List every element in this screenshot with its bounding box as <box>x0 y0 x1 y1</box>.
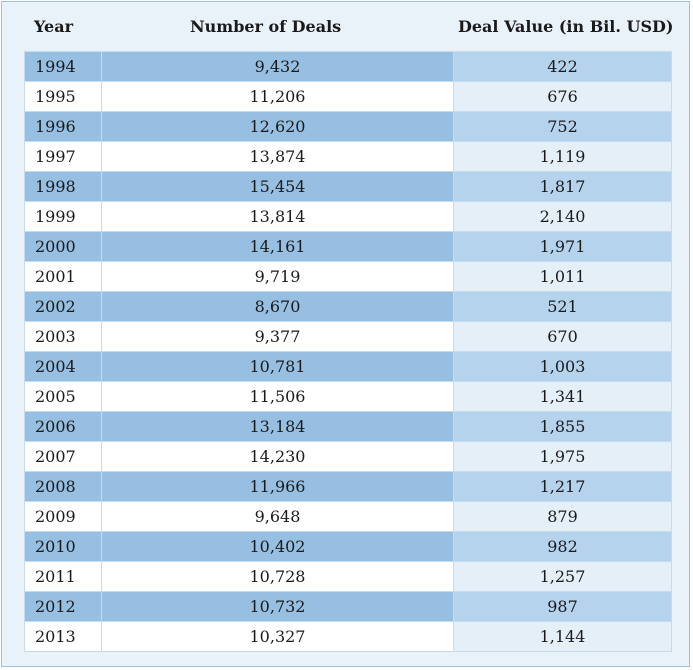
table-row: 2005 11,506 1,341 <box>24 381 672 412</box>
table-row: 2006 13,184 1,855 <box>24 411 672 442</box>
cell-deal-value: 1,217 <box>453 471 672 502</box>
cell-deal-value: 752 <box>453 111 672 142</box>
cell-year: 1997 <box>24 141 102 172</box>
cell-deal-value: 1,975 <box>453 441 672 472</box>
cell-year: 2004 <box>24 351 102 382</box>
cell-number-of-deals: 10,327 <box>101 621 454 652</box>
cell-deal-value: 1,971 <box>453 231 672 262</box>
cell-deal-value: 982 <box>453 531 672 562</box>
cell-year: 2000 <box>24 231 102 262</box>
table-row: 2002 8,670 521 <box>24 291 672 322</box>
cell-deal-value: 1,003 <box>453 351 672 382</box>
cell-deal-value: 1,011 <box>453 261 672 292</box>
cell-number-of-deals: 10,728 <box>101 561 454 592</box>
cell-number-of-deals: 11,206 <box>101 81 454 112</box>
header-number-of-deals: Number of Deals <box>190 17 342 36</box>
cell-year: 2010 <box>24 531 102 562</box>
cell-number-of-deals: 11,966 <box>101 471 454 502</box>
cell-deal-value: 1,817 <box>453 171 672 202</box>
cell-deal-value: 1,855 <box>453 411 672 442</box>
cell-year: 2013 <box>24 621 102 652</box>
table-row: 2008 11,966 1,217 <box>24 471 672 502</box>
cell-year: 1998 <box>24 171 102 202</box>
table-row: 1997 13,874 1,119 <box>24 141 672 172</box>
table-row: 1996 12,620 752 <box>24 111 672 142</box>
cell-number-of-deals: 9,377 <box>101 321 454 352</box>
cell-deal-value: 879 <box>453 501 672 532</box>
table-row: 2007 14,230 1,975 <box>24 441 672 472</box>
table-row: 2012 10,732 987 <box>24 591 672 622</box>
cell-number-of-deals: 8,670 <box>101 291 454 322</box>
cell-year: 2001 <box>24 261 102 292</box>
table-row: 2001 9,719 1,011 <box>24 261 672 292</box>
table-row: 2009 9,648 879 <box>24 501 672 532</box>
cell-number-of-deals: 10,402 <box>101 531 454 562</box>
cell-year: 2008 <box>24 471 102 502</box>
cell-number-of-deals: 9,719 <box>101 261 454 292</box>
cell-number-of-deals: 13,874 <box>101 141 454 172</box>
cell-number-of-deals: 13,814 <box>101 201 454 232</box>
table-row: 2003 9,377 670 <box>24 321 672 352</box>
cell-number-of-deals: 14,230 <box>101 441 454 472</box>
cell-year: 2002 <box>24 291 102 322</box>
cell-year: 2003 <box>24 321 102 352</box>
cell-deal-value: 521 <box>453 291 672 322</box>
cell-deal-value: 1,341 <box>453 381 672 412</box>
cell-year: 1995 <box>24 81 102 112</box>
table-row: 2004 10,781 1,003 <box>24 351 672 382</box>
table-row: 1999 13,814 2,140 <box>24 201 672 232</box>
cell-number-of-deals: 14,161 <box>101 231 454 262</box>
cell-deal-value: 1,144 <box>453 621 672 652</box>
cell-deal-value: 1,119 <box>453 141 672 172</box>
cell-year: 2011 <box>24 561 102 592</box>
cell-year: 2007 <box>24 441 102 472</box>
cell-deal-value: 422 <box>453 51 672 82</box>
cell-year: 2006 <box>24 411 102 442</box>
cell-year: 1996 <box>24 111 102 142</box>
cell-number-of-deals: 9,648 <box>101 501 454 532</box>
cell-deal-value: 676 <box>453 81 672 112</box>
cell-deal-value: 2,140 <box>453 201 672 232</box>
table-row: 1998 15,454 1,817 <box>24 171 672 202</box>
cell-year: 2005 <box>24 381 102 412</box>
cell-number-of-deals: 10,781 <box>101 351 454 382</box>
cell-year: 2012 <box>24 591 102 622</box>
table-row: 2011 10,728 1,257 <box>24 561 672 592</box>
deals-table: 1994 9,432 422 1995 11,206 676 1996 12,620 752 19… <box>24 51 672 652</box>
cell-year: 1994 <box>24 51 102 82</box>
table-row: 2010 10,402 982 <box>24 531 672 562</box>
header-year: Year <box>34 17 74 36</box>
cell-number-of-deals: 9,432 <box>101 51 454 82</box>
cell-deal-value: 1,257 <box>453 561 672 592</box>
table-row: 2013 10,327 1,144 <box>24 621 672 652</box>
cell-year: 1999 <box>24 201 102 232</box>
cell-deal-value: 670 <box>453 321 672 352</box>
table-row: 1995 11,206 676 <box>24 81 672 112</box>
cell-number-of-deals: 15,454 <box>101 171 454 202</box>
cell-number-of-deals: 10,732 <box>101 591 454 622</box>
cell-number-of-deals: 13,184 <box>101 411 454 442</box>
cell-number-of-deals: 12,620 <box>101 111 454 142</box>
cell-deal-value: 987 <box>453 591 672 622</box>
cell-number-of-deals: 11,506 <box>101 381 454 412</box>
cell-year: 2009 <box>24 501 102 532</box>
table-row: 1994 9,432 422 <box>24 51 672 82</box>
table-row: 2000 14,161 1,971 <box>24 231 672 262</box>
header-deal-value: Deal Value (in Bil. USD) <box>458 17 674 36</box>
table-header: Year Number of Deals Deal Value (in Bil.… <box>2 2 691 50</box>
